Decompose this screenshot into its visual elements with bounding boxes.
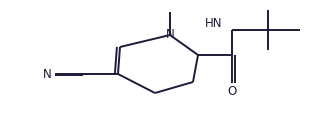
- Text: HN: HN: [205, 17, 222, 30]
- Text: O: O: [227, 85, 237, 98]
- Text: N: N: [166, 29, 174, 42]
- Text: N: N: [43, 68, 52, 80]
